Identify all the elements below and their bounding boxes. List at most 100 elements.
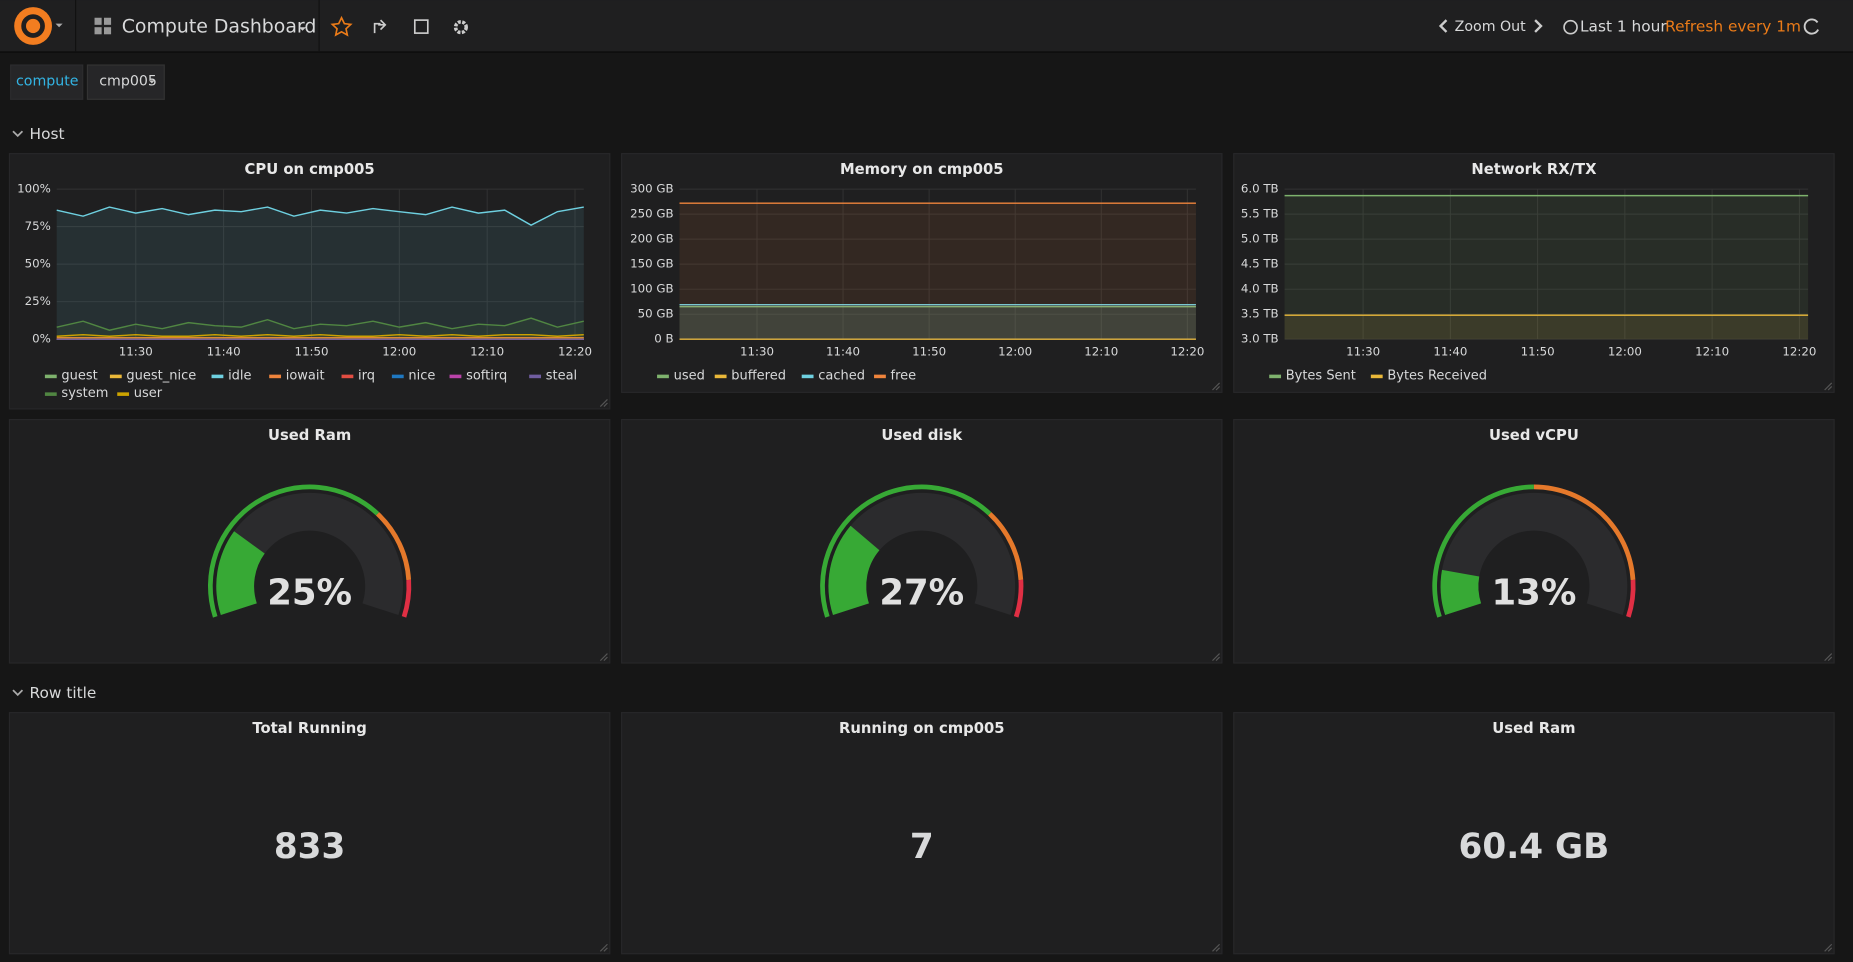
legend-label[interactable]: softirq — [466, 368, 507, 383]
clock-icon — [1563, 19, 1578, 35]
legend-swatch — [1370, 374, 1383, 379]
grafana-menu[interactable] — [14, 7, 63, 45]
y-tick-label: 100% — [17, 182, 51, 196]
resize-handle — [599, 943, 608, 952]
y-tick-label: 200 GB — [630, 232, 674, 246]
gauge-track — [1440, 492, 1628, 616]
icon — [94, 27, 102, 35]
y-tick-label: 50 GB — [638, 307, 674, 321]
legend-swatch — [211, 374, 224, 379]
legend-swatch — [874, 374, 886, 379]
legend-swatch — [801, 374, 814, 379]
legend-swatch — [109, 374, 122, 379]
series-area — [679, 306, 1196, 340]
resize-handle — [599, 399, 608, 407]
row-title[interactable]: Host — [30, 125, 65, 143]
legend-label[interactable]: nice — [408, 368, 435, 383]
row-title[interactable]: Row title — [30, 684, 97, 702]
series-line — [56, 206, 584, 226]
gauge-label: 25% — [267, 572, 352, 613]
variable-value[interactable]: cmp005 — [99, 74, 157, 90]
time-range[interactable]: Last 1 hour — [1580, 18, 1667, 36]
legend-label[interactable]: guest_nice — [126, 368, 196, 383]
legend-label[interactable]: free — [891, 368, 917, 383]
legend-label[interactable]: idle — [228, 368, 251, 383]
legend-swatch — [714, 374, 727, 379]
refresh-interval[interactable]: Refresh every 1m — [1665, 18, 1801, 36]
legend-label[interactable]: used — [674, 368, 705, 383]
legend-label[interactable]: iowait — [286, 368, 325, 383]
legend-label[interactable]: Bytes Sent — [1286, 368, 1356, 383]
legend-label[interactable]: irq — [358, 368, 375, 383]
stat-value: 60.4 GB — [1459, 827, 1610, 867]
star-button[interactable] — [330, 15, 353, 37]
settings-button[interactable] — [453, 20, 468, 35]
legend-swatch — [117, 392, 130, 396]
panel — [1233, 153, 1835, 393]
panel-title: Used Ram — [1492, 720, 1575, 737]
gauge-track — [216, 492, 403, 616]
x-tick-label: 11:50 — [294, 345, 328, 359]
top-bar — [0, 0, 1853, 53]
y-tick-label: 50% — [25, 257, 51, 271]
legend-label[interactable]: Bytes Received — [1387, 368, 1487, 383]
x-tick-label: 12:20 — [1782, 345, 1816, 359]
gauge-value — [828, 525, 880, 616]
legend-label[interactable]: buffered — [731, 368, 786, 383]
legend-swatch — [1269, 374, 1282, 379]
legend-label[interactable]: guest — [61, 368, 97, 383]
legend-label[interactable]: steal — [546, 368, 577, 383]
y-tick-label: 5.5 TB — [1241, 207, 1279, 221]
legend-label[interactable]: user — [134, 386, 163, 401]
panel — [621, 153, 1223, 393]
gauge-track — [828, 492, 1016, 616]
back-button[interactable] — [1438, 19, 1448, 33]
legend-swatch — [269, 374, 282, 379]
panel-title: Running on cmp005 — [839, 720, 1005, 737]
logo-inner — [21, 14, 45, 38]
series-area — [1284, 195, 1809, 340]
legend-swatch — [44, 374, 57, 379]
x-tick-label: 12:10 — [1084, 345, 1118, 359]
x-tick-label: 11:50 — [1521, 345, 1555, 359]
panel-title: Network RX/TX — [1471, 161, 1597, 178]
x-tick-label: 12:10 — [470, 345, 504, 359]
zoom-out[interactable]: Zoom Out — [1455, 19, 1526, 35]
gauge-value — [216, 531, 265, 616]
refresh-button[interactable] — [1803, 18, 1819, 35]
y-tick-label: 4.0 TB — [1241, 282, 1279, 296]
series-area — [56, 318, 584, 340]
x-tick-label: 11:30 — [740, 345, 774, 359]
y-tick-label: 3.0 TB — [1241, 332, 1279, 346]
dashboard-picker[interactable]: Compute Dashboard — [94, 16, 317, 38]
panel-title: CPU on cmp005 — [245, 161, 375, 178]
panel — [1233, 418, 1835, 664]
series-line — [56, 333, 584, 337]
share-button[interactable] — [373, 19, 387, 34]
x-tick-label: 12:10 — [1695, 345, 1729, 359]
y-tick-label: 250 GB — [630, 207, 674, 221]
save-button[interactable] — [413, 19, 429, 34]
x-tick-label: 12:00 — [998, 345, 1032, 359]
resize-handle — [1824, 943, 1833, 952]
resize-handle — [599, 653, 608, 662]
caret — [55, 23, 63, 28]
row-toggle[interactable] — [12, 689, 24, 697]
threshold-band — [1533, 484, 1636, 581]
caret — [148, 80, 155, 84]
gauge-label: 27% — [879, 572, 964, 613]
icon — [103, 27, 112, 35]
logo — [14, 7, 52, 45]
y-tick-label: 0% — [32, 332, 51, 346]
x-tick-label: 11:40 — [826, 345, 860, 359]
stat-value: 7 — [910, 827, 934, 867]
legend-label[interactable]: system — [61, 386, 108, 401]
forward-button[interactable] — [1534, 19, 1543, 33]
y-tick-label: 25% — [25, 294, 51, 308]
series-area — [56, 334, 584, 340]
panel — [1233, 712, 1835, 955]
y-tick-label: 3.5 TB — [1241, 307, 1279, 321]
legend-label[interactable]: cached — [818, 368, 865, 383]
x-tick-label: 11:40 — [207, 345, 241, 359]
row-toggle[interactable] — [12, 130, 24, 138]
